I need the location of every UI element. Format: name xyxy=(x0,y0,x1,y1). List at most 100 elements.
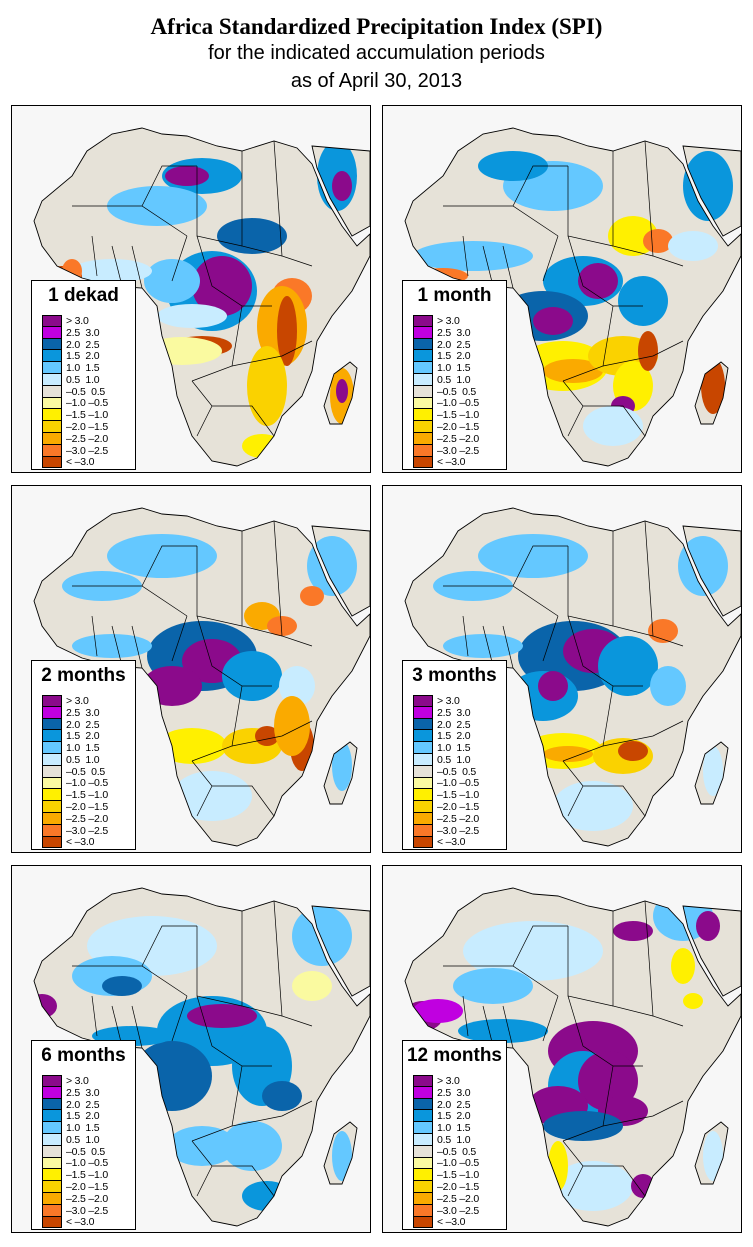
country-border xyxy=(241,911,283,1017)
spi-region xyxy=(72,259,152,283)
figure-subtitle: for the indicated accumulation periods xyxy=(208,42,545,64)
legend-swatch xyxy=(42,397,62,410)
legend-entry: 1.0 1.5 xyxy=(42,1122,108,1134)
country-border xyxy=(141,165,197,207)
country-border xyxy=(502,625,514,669)
country-border xyxy=(91,235,98,277)
legend-label: 1.0 1.5 xyxy=(66,742,100,755)
legend-swatch xyxy=(42,753,62,766)
period-label: 1 dekad xyxy=(48,285,119,306)
legend-swatch xyxy=(42,1157,62,1170)
spi-region xyxy=(668,231,718,261)
legend-label: –2.0 –1.5 xyxy=(66,1181,108,1194)
legend-entry: 0.5 1.0 xyxy=(413,1134,479,1146)
legend-label: –2.0 –1.5 xyxy=(437,421,479,434)
legend-entry: > 3.0 xyxy=(42,1075,108,1087)
legend-swatch xyxy=(413,1086,433,1099)
spi-region xyxy=(142,666,202,706)
legend-swatch xyxy=(42,765,62,778)
legend-swatch xyxy=(42,1110,62,1123)
spi-region xyxy=(132,1041,212,1111)
legend-label: –2.5 –2.0 xyxy=(437,432,479,445)
legend-entry: > 3.0 xyxy=(413,695,479,707)
legend-entry: 2.5 3.0 xyxy=(413,1087,479,1099)
legend-swatch xyxy=(413,362,433,374)
legend-label: 2.0 2.5 xyxy=(437,338,471,351)
legend-swatch xyxy=(42,432,62,445)
legend-label: –3.0 –2.5 xyxy=(437,824,479,837)
legend-entry: 2.5 3.0 xyxy=(42,707,108,719)
legend-swatch xyxy=(42,456,62,469)
country-border xyxy=(171,995,188,1042)
spi-region xyxy=(413,241,533,271)
spi-map-panel: 6 months > 3.0 2.5 3.0 2.0 2.5 1.5 2.0 1.0 1.… xyxy=(11,865,371,1233)
legend-label: –1.0 –0.5 xyxy=(66,397,108,410)
country-border xyxy=(562,1140,646,1197)
legend-label: –0.5 0.5 xyxy=(437,1145,477,1158)
spi-region xyxy=(332,171,352,201)
country-border xyxy=(191,760,275,817)
country-border xyxy=(567,405,584,437)
legend-swatch xyxy=(413,730,433,743)
spi-legend: 12 months > 3.0 2.5 3.0 2.0 2.5 1.5 2.0 1.0 1… xyxy=(402,1040,507,1230)
legend-label: –1.0 –0.5 xyxy=(437,397,479,410)
legend-label: –3.0 –2.5 xyxy=(437,444,479,457)
country-border xyxy=(131,625,143,669)
spi-region xyxy=(292,971,332,1001)
legend-entry: –1.0 –0.5 xyxy=(413,397,479,410)
legend-swatch xyxy=(413,397,433,410)
legend-label: 0.5 1.0 xyxy=(66,753,100,766)
spi-region xyxy=(107,186,207,226)
legend-label: 1.5 2.0 xyxy=(66,1110,100,1123)
legend-entry: –0.5 0.5 xyxy=(413,766,479,778)
country-border xyxy=(542,235,559,282)
country-border xyxy=(502,1005,514,1049)
country-border xyxy=(562,380,646,437)
legend-entry: –1.5 –1.0 xyxy=(413,789,479,801)
arabia-coastline xyxy=(311,905,370,997)
legend-label: –0.5 0.5 xyxy=(66,1145,106,1158)
spi-region xyxy=(157,728,227,764)
legend-label: –2.0 –1.5 xyxy=(437,801,479,814)
legend-swatch xyxy=(413,315,433,327)
legend-swatch xyxy=(42,742,62,754)
legend-entry: –2.5 –2.0 xyxy=(42,813,108,825)
country-border xyxy=(462,995,469,1037)
country-border xyxy=(462,235,469,277)
legend-swatch xyxy=(413,812,433,825)
legend-entry: 2.0 2.5 xyxy=(413,1099,479,1111)
legend-entry: 2.0 2.5 xyxy=(413,339,479,351)
legend-label: –3.0 –2.5 xyxy=(437,1204,479,1217)
legend-label: 0.5 1.0 xyxy=(437,753,471,766)
country-border xyxy=(512,925,568,967)
legend-entry: < –3.0 xyxy=(413,456,479,468)
legend-label: 1.5 2.0 xyxy=(437,730,471,743)
country-border xyxy=(644,900,684,1027)
legend-entry: > 3.0 xyxy=(42,695,108,707)
legend-entry: 2.0 2.5 xyxy=(42,719,108,731)
spi-region xyxy=(533,307,573,335)
country-border xyxy=(131,245,143,289)
legend-label: 2.0 2.5 xyxy=(66,1098,100,1111)
legend-label: 2.5 3.0 xyxy=(437,706,471,719)
spi-legend: 1 month > 3.0 2.5 3.0 2.0 2.5 1.5 2.0 1.0 1.5… xyxy=(402,280,507,470)
country-border xyxy=(644,140,684,267)
legend-label: –2.0 –1.5 xyxy=(437,1181,479,1194)
legend-swatch xyxy=(42,373,62,386)
legend-entry: 2.5 3.0 xyxy=(42,327,108,339)
legend-swatch xyxy=(42,421,62,433)
legend-swatch xyxy=(413,765,433,778)
legend-swatch xyxy=(413,824,433,837)
spi-region xyxy=(683,993,703,1009)
country-border xyxy=(231,340,313,367)
legend-entry: < –3.0 xyxy=(42,1216,108,1229)
legend-entry: –2.0 –1.5 xyxy=(413,801,479,813)
country-border xyxy=(567,235,643,307)
madagascar-coastline xyxy=(694,1121,729,1185)
country-border xyxy=(602,340,684,367)
legend-entry: 2.0 2.5 xyxy=(413,719,479,731)
legend-swatch xyxy=(42,1216,62,1229)
legend-label: 2.5 3.0 xyxy=(437,1086,471,1099)
country-border xyxy=(273,140,313,267)
spi-region xyxy=(478,534,588,578)
